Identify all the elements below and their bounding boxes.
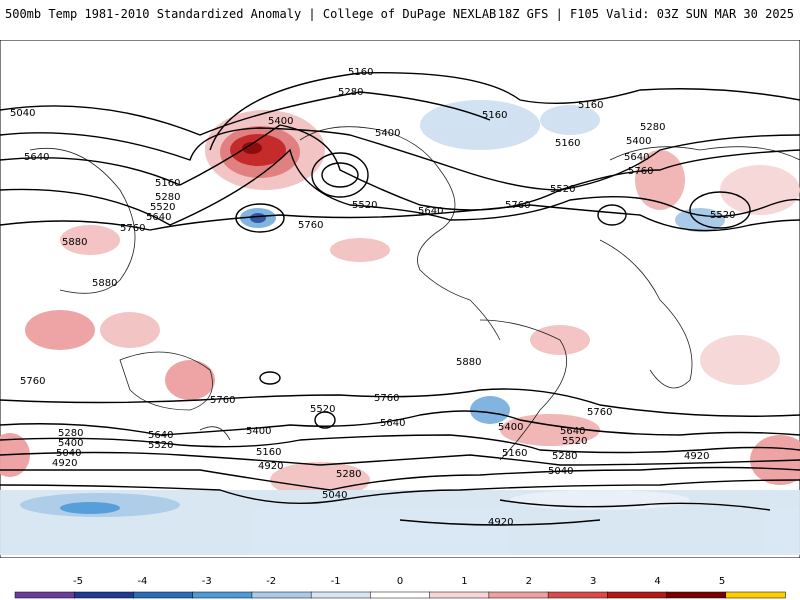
contour-label: 5760 <box>587 407 612 418</box>
legend-color-swatch <box>725 591 786 599</box>
contour-label: 5520 <box>550 184 575 195</box>
height-contours <box>0 72 800 526</box>
legend-tick-label: 0 <box>397 576 403 587</box>
contour-label: 4920 <box>488 517 513 528</box>
legend-color-swatch <box>133 591 194 599</box>
contour-label: 5280 <box>155 192 180 203</box>
contour-label: 5880 <box>62 237 87 248</box>
contour-label: 5640 <box>418 206 443 217</box>
legend-color-swatch <box>251 591 312 599</box>
legend-color-swatch <box>429 591 490 599</box>
header: 500mb Temp 1981-2010 Standardized Anomal… <box>0 0 800 30</box>
legend-color-swatch <box>607 591 668 599</box>
color-scale-legend: -5 -4 -3 -2 -1 0 1 2 3 4 5 <box>14 576 786 599</box>
legend-color-swatch <box>666 591 727 599</box>
contour-labels: 5160 5280 5400 5400 5520 5520 5640 5760 … <box>10 67 735 528</box>
legend-tick-label: 4 <box>654 576 660 587</box>
contour-label: 5040 <box>322 490 347 501</box>
contour-label: 5520 <box>150 202 175 213</box>
contour-label: 5400 <box>626 136 651 147</box>
legend-colorbar <box>14 591 786 599</box>
contour-label: 5880 <box>456 357 481 368</box>
map-title: 500mb Temp 1981-2010 Standardized Anomal… <box>5 7 497 21</box>
contour-label: 5760 <box>505 200 530 211</box>
contour-label: 5880 <box>92 278 117 289</box>
contour-label: 4920 <box>684 451 709 462</box>
contour-label: 5160 <box>578 100 603 111</box>
contour-label: 5640 <box>560 426 585 437</box>
run-info: 18Z GFS | F105 Valid: 03Z SUN MAR 30 202… <box>497 7 794 21</box>
contour-label: 5400 <box>246 426 271 437</box>
contour-label: 5280 <box>58 428 83 439</box>
contour-label: 5760 <box>210 395 235 406</box>
legend-color-swatch <box>14 591 75 599</box>
contour-label: 5280 <box>640 122 665 133</box>
contour-label: 4920 <box>52 458 77 469</box>
contour-label: 5520 <box>562 436 587 447</box>
legend-tick-labels: -5 -4 -3 -2 -1 0 1 2 3 4 5 <box>73 576 725 587</box>
contour-label: 5760 <box>374 393 399 404</box>
contour-label: 5520 <box>710 210 735 221</box>
legend-tick-label: 1 <box>461 576 467 587</box>
contour-label: 5160 <box>348 67 373 78</box>
contour-label: 5400 <box>375 128 400 139</box>
anomaly-shading <box>0 100 800 555</box>
legend-color-swatch <box>310 591 372 599</box>
contour-label: 5280 <box>336 469 361 480</box>
contour-label: 5640 <box>624 152 649 163</box>
legend-color-swatch <box>192 591 253 599</box>
legend-tick-label: 2 <box>526 576 532 587</box>
legend-color-swatch <box>73 591 135 599</box>
legend-tick-label: 3 <box>590 576 596 587</box>
legend-tick-label: -5 <box>73 576 83 587</box>
contour-label: 5760 <box>120 223 145 234</box>
contour-label: 5280 <box>552 451 577 462</box>
contour-label: 5520 <box>148 440 173 451</box>
contour-label: 5760 <box>20 376 45 387</box>
contour-label: 5160 <box>155 178 180 189</box>
legend-color-swatch <box>488 591 549 599</box>
contour-label: 5280 <box>338 87 363 98</box>
legend-color-swatch <box>370 591 431 599</box>
contour-label: 5640 <box>146 212 171 223</box>
legend-color-swatch <box>547 591 609 599</box>
legend-tick-label: -2 <box>266 576 276 587</box>
contour-label: 5400 <box>58 438 83 449</box>
contour-label: 5640 <box>24 152 49 163</box>
contour-label: 5160 <box>502 448 527 459</box>
anomaly-map: 5160 5280 5400 5400 5520 5520 5640 5760 … <box>0 40 800 558</box>
legend-tick-label: -4 <box>137 576 147 587</box>
contour-label: 5760 <box>298 220 323 231</box>
contour-label: 5040 <box>548 466 573 477</box>
contour-label: 5160 <box>482 110 507 121</box>
contour-label: 5040 <box>56 448 81 459</box>
contour-label: 5040 <box>10 108 35 119</box>
contour-label: 5160 <box>555 138 580 149</box>
contour-label: 5520 <box>310 404 335 415</box>
contour-label: 5400 <box>498 422 523 433</box>
legend-tick-label: 5 <box>719 576 725 587</box>
legend-tick-label: -3 <box>202 576 212 587</box>
contour-label: 4920 <box>258 461 283 472</box>
contour-label: 5760 <box>628 166 653 177</box>
contour-label: 5400 <box>268 116 293 127</box>
contour-label: 5520 <box>352 200 377 211</box>
contour-label: 5640 <box>380 418 405 429</box>
contour-label: 5640 <box>148 430 173 441</box>
legend-tick-label: -1 <box>331 576 341 587</box>
contour-label: 5160 <box>256 447 281 458</box>
